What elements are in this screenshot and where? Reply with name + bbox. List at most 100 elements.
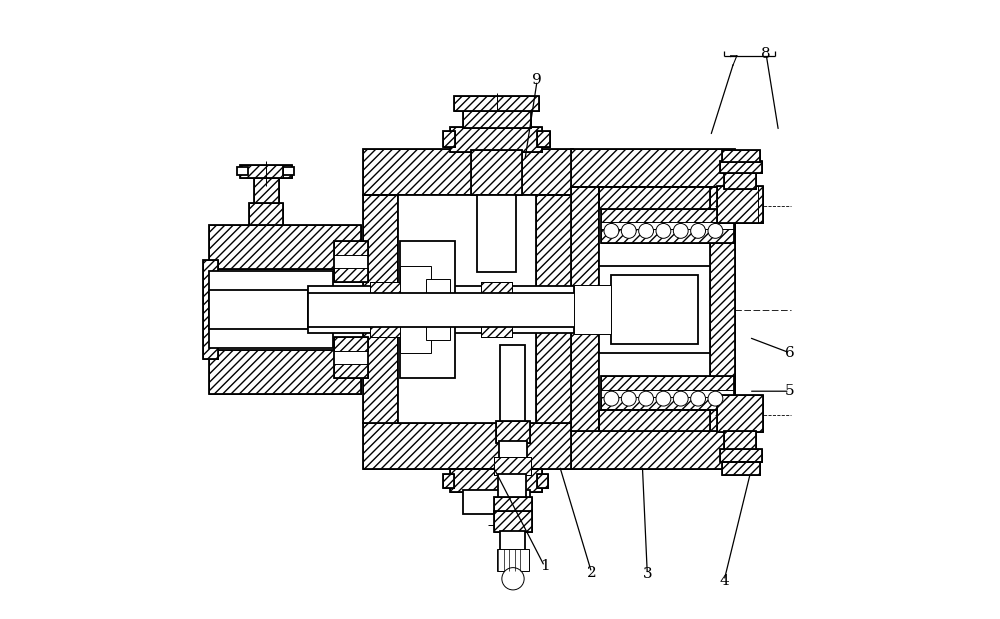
Bar xyxy=(209,350,361,394)
Bar xyxy=(481,282,512,337)
Bar xyxy=(481,320,512,337)
Bar xyxy=(209,225,361,269)
Bar xyxy=(471,150,522,195)
Ellipse shape xyxy=(673,391,688,406)
Bar xyxy=(720,161,762,173)
Bar xyxy=(249,203,283,225)
Bar xyxy=(463,110,531,128)
Bar xyxy=(601,376,734,410)
Bar xyxy=(720,161,762,173)
Bar xyxy=(308,293,611,327)
Bar xyxy=(601,209,734,222)
Bar xyxy=(240,165,292,178)
Bar xyxy=(724,431,756,450)
Bar xyxy=(363,423,573,469)
Ellipse shape xyxy=(656,223,671,238)
Bar xyxy=(426,279,450,340)
Bar xyxy=(450,127,542,152)
Bar xyxy=(363,195,398,423)
Text: 8: 8 xyxy=(761,48,771,61)
Ellipse shape xyxy=(604,223,619,238)
Ellipse shape xyxy=(656,391,671,406)
Bar xyxy=(240,165,292,178)
Bar xyxy=(571,149,735,187)
Bar xyxy=(370,282,401,337)
Bar xyxy=(599,187,710,209)
Ellipse shape xyxy=(708,391,723,406)
Bar xyxy=(494,497,532,513)
Bar xyxy=(601,397,734,410)
Bar xyxy=(537,131,550,147)
Bar xyxy=(599,266,710,353)
Bar xyxy=(370,282,401,299)
Bar xyxy=(494,457,531,475)
Bar xyxy=(454,96,539,111)
Bar xyxy=(537,474,548,488)
Bar xyxy=(443,474,454,488)
Bar xyxy=(722,462,760,475)
Bar xyxy=(500,531,525,551)
Bar xyxy=(334,337,368,378)
Bar xyxy=(720,449,762,462)
Bar xyxy=(601,229,734,243)
Bar xyxy=(611,275,698,344)
Bar xyxy=(450,469,542,492)
Bar xyxy=(571,187,599,431)
Bar xyxy=(494,511,532,532)
Bar xyxy=(500,345,525,423)
Bar xyxy=(722,150,760,162)
Bar xyxy=(724,431,756,450)
Bar xyxy=(601,209,734,243)
Bar xyxy=(363,149,573,195)
Ellipse shape xyxy=(691,223,706,238)
Bar xyxy=(537,131,550,147)
Bar xyxy=(599,410,710,431)
Bar xyxy=(209,271,333,348)
Text: 9: 9 xyxy=(532,74,542,87)
Bar xyxy=(334,337,368,351)
Bar xyxy=(571,149,735,187)
Ellipse shape xyxy=(621,223,636,238)
Bar xyxy=(498,474,526,498)
Bar xyxy=(203,260,218,359)
Bar xyxy=(481,282,512,299)
Bar xyxy=(370,320,401,337)
Bar xyxy=(720,449,762,462)
Bar xyxy=(209,350,361,394)
Bar xyxy=(254,178,279,203)
Bar xyxy=(499,441,527,458)
Bar xyxy=(443,474,454,488)
Bar xyxy=(283,167,294,175)
Bar xyxy=(494,511,532,532)
Bar xyxy=(537,474,548,488)
Text: 5: 5 xyxy=(785,384,795,398)
Bar xyxy=(601,376,734,390)
Bar xyxy=(334,364,368,378)
Bar xyxy=(209,290,308,329)
Bar xyxy=(400,266,431,353)
Bar xyxy=(717,395,763,432)
Ellipse shape xyxy=(639,391,654,406)
Bar xyxy=(237,167,248,175)
Bar xyxy=(471,150,522,195)
Bar xyxy=(724,171,756,189)
Bar xyxy=(724,171,756,189)
Bar xyxy=(463,110,531,128)
Bar xyxy=(334,268,368,282)
Bar xyxy=(450,127,542,152)
Ellipse shape xyxy=(621,391,636,406)
Bar xyxy=(463,490,530,514)
Bar xyxy=(363,423,573,469)
Bar xyxy=(599,187,710,431)
Circle shape xyxy=(502,568,524,590)
Text: 2: 2 xyxy=(587,566,596,579)
Text: 1: 1 xyxy=(540,560,549,573)
Ellipse shape xyxy=(639,223,654,238)
Ellipse shape xyxy=(691,391,706,406)
Text: 3: 3 xyxy=(643,568,652,581)
Bar xyxy=(571,187,599,431)
Bar xyxy=(710,187,735,431)
Bar xyxy=(363,149,573,195)
Text: 7: 7 xyxy=(729,55,739,69)
Bar xyxy=(334,241,368,282)
